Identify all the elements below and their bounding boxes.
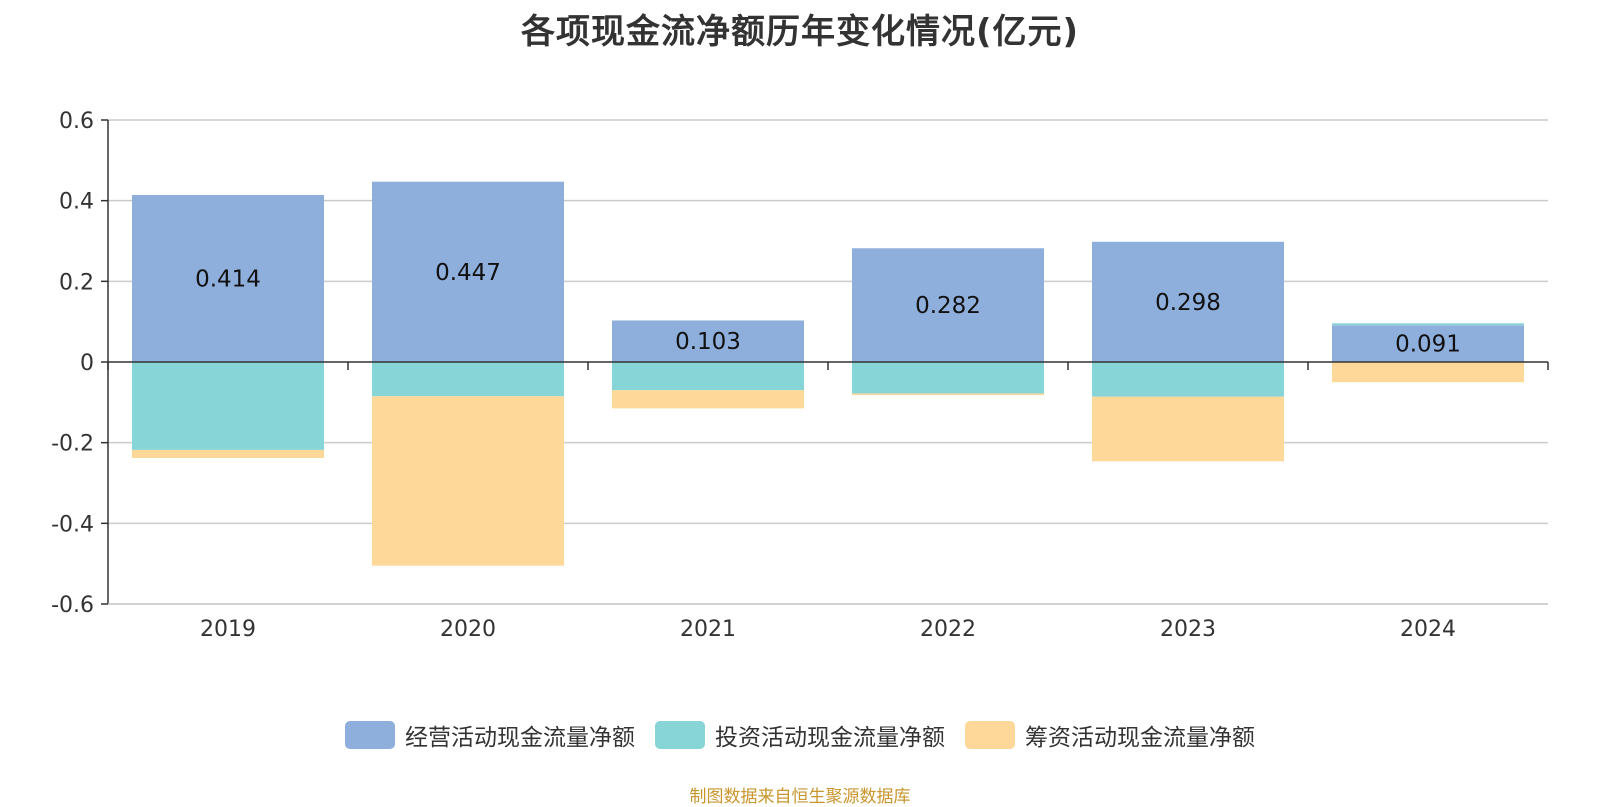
legend-item-investing[interactable]: 投资活动现金流量净额 [655, 718, 945, 752]
y-tick-label: -0.4 [51, 512, 94, 537]
bar-2020-series-2 [372, 396, 564, 566]
x-tick-label-2023: 2023 [1160, 617, 1216, 642]
legend-swatch-operating [345, 721, 395, 749]
y-tick-label: -0.2 [51, 432, 94, 457]
x-tick-label-2021: 2021 [680, 617, 736, 642]
bar-2023-series-1 [1092, 362, 1284, 397]
legend-swatch-financing [965, 721, 1015, 749]
data-label-2023: 0.298 [1155, 290, 1221, 316]
data-label-2022: 0.282 [915, 293, 981, 319]
y-tick-label: -0.6 [51, 593, 94, 618]
bar-2021-series-0 [612, 320, 804, 362]
data-label-2019: 0.414 [195, 267, 261, 293]
y-tick-label: 0.4 [59, 190, 94, 215]
bar-2019-series-1 [132, 362, 324, 450]
bar-2022-series-1 [852, 362, 1044, 394]
legend-item-operating[interactable]: 经营活动现金流量净额 [345, 718, 635, 752]
labels: 0.6 0.4 0.2 0 -0.2 -0.4 -0.6 0.414 2019 0.447 2020… [51, 109, 1461, 642]
data-label-2020: 0.447 [435, 260, 501, 286]
bar-2024-series-2 [1332, 362, 1524, 383]
bar-2022-series-2 [852, 393, 1044, 396]
bars [132, 181, 1524, 566]
bar-2024-series-0 [1332, 325, 1524, 362]
x-tick-label-2020: 2020 [440, 617, 496, 642]
bar-2020-series-0 [372, 181, 564, 362]
bar-2020-series-1 [372, 362, 564, 397]
legend-swatch-investing [655, 721, 705, 749]
bar-2024-series-1 [1332, 323, 1524, 326]
chart-plot: 0.6 0.4 0.2 0 -0.2 -0.4 -0.6 0.414 2019 0.447 2020… [51, 109, 1549, 642]
x-tick-label-2019: 2019 [200, 617, 256, 642]
legend-label-investing: 投资活动现金流量净额 [715, 725, 945, 751]
chart-title: 各项现金流净额历年变化情况(亿元) [520, 12, 1080, 52]
bar-2021-series-1 [612, 362, 804, 391]
axes [101, 119, 1549, 605]
legend-label-financing: 筹资活动现金流量净额 [1025, 725, 1255, 751]
bar-2023-series-2 [1092, 396, 1284, 462]
data-label-2021: 0.103 [675, 329, 741, 355]
y-tick-label: 0.6 [59, 109, 94, 134]
y-tick-label: 0.2 [59, 270, 94, 295]
x-tick-label-2022: 2022 [920, 617, 976, 642]
bar-2019-series-0 [132, 195, 324, 362]
bar-2019-series-2 [132, 449, 324, 458]
bar-2021-series-2 [612, 390, 804, 409]
bar-2023-series-0 [1092, 241, 1284, 362]
legend-item-financing[interactable]: 筹资活动现金流量净额 [965, 718, 1255, 752]
bar-2022-series-0 [852, 248, 1044, 362]
data-label-2024: 0.091 [1395, 332, 1461, 358]
source-note: 制图数据来自恒生聚源数据库 [689, 787, 911, 807]
y-tick-label: 0 [80, 351, 94, 376]
legend: 经营活动现金流量净额 投资活动现金流量净额 筹资活动现金流量净额 [0, 718, 1600, 752]
x-tick-label-2024: 2024 [1400, 617, 1456, 642]
legend-label-operating: 经营活动现金流量净额 [405, 725, 635, 751]
